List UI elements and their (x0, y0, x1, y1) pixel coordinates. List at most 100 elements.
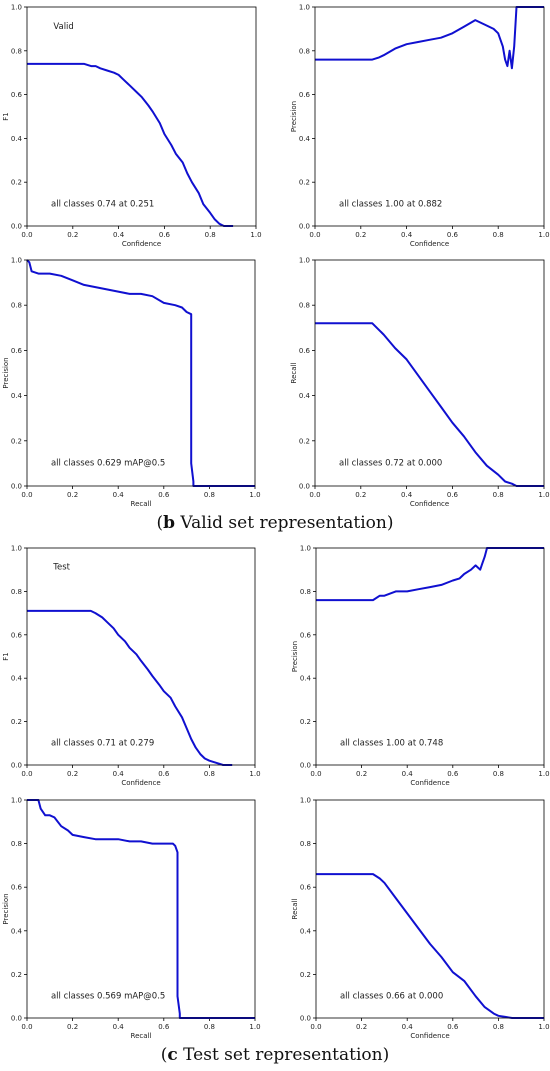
valid-precision-recall-annotation: all classes 0.629 mAP@0.5 (51, 459, 165, 469)
test-recall-confidence-xtick-label: 0.8 (493, 1023, 504, 1031)
test-precision-recall-ytick-label: 0.6 (11, 884, 23, 892)
valid-precision-confidence-ytick-label: 0.6 (299, 91, 311, 99)
test-precision-recall-xtick-label: 0.4 (113, 1023, 125, 1031)
valid-recall-confidence-axes-frame (314, 259, 545, 487)
test-precision-confidence-ytick-label: 0.4 (300, 675, 312, 683)
test-precision-confidence-xtick-label: 0.6 (447, 770, 459, 778)
test-precision-recall-annotation: all classes 0.569 mAP@0.5 (51, 991, 165, 1001)
test-precision-recall-xtick-label: 1.0 (249, 1023, 260, 1031)
test-recall-confidence-annotation: all classes 0.66 at 0.000 (340, 991, 443, 1001)
valid-precision-recall-xtick-label: 0.8 (204, 491, 215, 499)
test-precision-confidence-ylabel: Precision (291, 641, 299, 672)
test-recall-confidence-xtick-label: 0.2 (356, 1023, 367, 1031)
test-precision-recall-xlabel: Recall (131, 1032, 152, 1040)
valid-f1-xtick-label: 0.4 (113, 231, 125, 239)
valid-precision-confidence-xlabel: Confidence (410, 240, 449, 248)
test-precision-recall-xtick-label: 0.0 (21, 1023, 32, 1031)
test-recall-confidence-ytick-label: 0.8 (300, 840, 311, 848)
test-f1-ytick-label: 1.0 (11, 545, 22, 553)
valid-recall-confidence-xlabel: Confidence (410, 500, 449, 508)
test-recall-confidence-series-line (316, 873, 544, 1019)
test-f1-xtick-label: 0.4 (113, 770, 125, 778)
test-f1-ytick-label: 0.4 (11, 675, 23, 683)
valid-precision-recall-xtick-label: 0.2 (67, 491, 78, 499)
test-recall-confidence-xlabel: Confidence (410, 1032, 449, 1040)
caption-test: (c Test set representation) (160, 1045, 390, 1065)
test-f1-ytick-label: 0.8 (11, 588, 22, 596)
test-recall-confidence-ytick-label: 1.0 (300, 797, 311, 805)
valid-precision-recall-ytick-label: 0.8 (11, 302, 22, 310)
valid-precision-recall-xtick-label: 0.6 (158, 491, 170, 499)
test-precision-recall-xtick-label: 0.2 (67, 1023, 78, 1031)
test-recall-confidence-xtick-label: 0.4 (402, 1023, 414, 1031)
test-f1-ytick-label: 0.6 (11, 631, 23, 639)
valid-f1-axes-frame (26, 6, 257, 227)
valid-recall-confidence-ytick-label: 0.0 (299, 483, 310, 491)
valid-recall-confidence-xtick-label: 0.0 (309, 491, 320, 499)
caption-valid-label: b (163, 513, 176, 533)
test-precision-confidence-ytick-label: 0.6 (300, 631, 312, 639)
test-recall-confidence-axes-frame (315, 799, 545, 1019)
valid-recall-confidence-ytick-label: 0.4 (299, 392, 311, 400)
test-recall-confidence-panel: 0.0 0.2 0.4 0.6 0.8 1.0 0.0 0.2 0.4 0.6 0.8 1.0 Conf… (291, 797, 550, 1041)
valid-precision-confidence-annotation: all classes 1.00 at 0.882 (339, 199, 442, 209)
valid-precision-confidence-ytick-label: 0.2 (299, 179, 310, 187)
valid-f1-ytick-label: 0.8 (11, 47, 22, 55)
valid-precision-confidence-xtick-label: 0.2 (355, 231, 366, 239)
valid-precision-recall-xtick-label: 0.4 (113, 491, 125, 499)
test-precision-confidence-xtick-label: 0.0 (310, 770, 321, 778)
valid-precision-recall-ytick-label: 0.6 (11, 347, 23, 355)
valid-f1-ytick-label: 0.0 (11, 223, 22, 231)
valid-recall-confidence-ytick-label: 0.6 (299, 347, 311, 355)
test-precision-recall-ytick-label: 0.4 (11, 927, 23, 935)
valid-recall-confidence-ylabel: Recall (290, 363, 298, 384)
test-precision-recall-xtick-label: 0.6 (158, 1023, 170, 1031)
valid-recall-confidence-panel: 0.0 0.2 0.4 0.6 0.8 1.0 0.0 0.2 0.4 0.6 0.8 1.0 Conf… (290, 257, 550, 509)
test-f1-series-line (27, 609, 233, 766)
test-recall-confidence-ytick-label: 0.2 (300, 971, 311, 979)
valid-precision-confidence-ytick-label: 0.4 (299, 135, 311, 143)
valid-precision-recall-ytick-label: 0.2 (11, 437, 22, 445)
test-precision-confidence-series-line (316, 547, 544, 602)
valid-recall-confidence-annotation: all classes 0.72 at 0.000 (339, 459, 442, 469)
valid-f1-xtick-label: 0.8 (205, 231, 216, 239)
test-f1-xtick-label: 0.2 (67, 770, 78, 778)
test-precision-confidence-ytick-label: 1.0 (300, 545, 311, 553)
valid-recall-confidence-ytick-label: 0.2 (299, 437, 310, 445)
test-f1-axes-frame (26, 547, 256, 766)
valid-f1-ytick-label: 0.4 (11, 135, 23, 143)
test-precision-confidence-ytick-label: 0.2 (300, 718, 311, 726)
valid-precision-recall-xtick-label: 1.0 (249, 491, 260, 499)
valid-precision-recall-ytick-label: 1.0 (11, 257, 22, 265)
valid-precision-recall-panel: 0.0 0.2 0.4 0.6 0.8 1.0 0.0 0.2 0.4 0.6 0.8 1.0 Reca… (2, 257, 261, 509)
caption-test-label: c (167, 1045, 178, 1065)
test-precision-confidence-xtick-label: 0.2 (356, 770, 367, 778)
test-precision-recall-series-line (27, 799, 255, 1019)
test-f1-ylabel: F1 (2, 652, 10, 660)
valid-precision-recall-xtick-label: 0.0 (21, 491, 32, 499)
test-precision-confidence-xlabel: Confidence (410, 779, 449, 787)
valid-precision-confidence-xtick-label: 1.0 (538, 231, 549, 239)
valid-precision-confidence-axes-frame (314, 6, 545, 227)
caption-valid: (b Valid set representation) (156, 513, 394, 533)
valid-f1-xtick-label: 0.0 (21, 231, 32, 239)
valid-f1-series-line (27, 62, 234, 227)
valid-f1-ytick-label: 0.6 (11, 91, 23, 99)
test-recall-confidence-xtick-label: 0.6 (447, 1023, 459, 1031)
valid-f1-ytick-label: 1.0 (11, 4, 22, 12)
test-precision-recall-ytick-label: 0.0 (11, 1015, 22, 1023)
valid-precision-confidence-series-line (315, 6, 544, 70)
valid-precision-confidence-ylabel: Precision (290, 101, 298, 132)
valid-precision-recall-xlabel: Recall (131, 500, 152, 508)
valid-f1-xtick-label: 0.2 (67, 231, 78, 239)
valid-f1-xtick-label: 0.6 (159, 231, 171, 239)
valid-recall-confidence-xtick-label: 1.0 (538, 491, 549, 499)
test-f1-xtick-label: 0.0 (21, 770, 32, 778)
valid-precision-confidence-xtick-label: 0.6 (447, 231, 459, 239)
valid-precision-confidence-xtick-label: 0.0 (309, 231, 320, 239)
test-precision-recall-ytick-label: 0.2 (11, 971, 22, 979)
valid-f1-tag: Valid (53, 22, 73, 32)
valid-precision-recall-ylabel: Precision (2, 357, 10, 388)
caption-test-text: Test set representation (177, 1045, 383, 1065)
